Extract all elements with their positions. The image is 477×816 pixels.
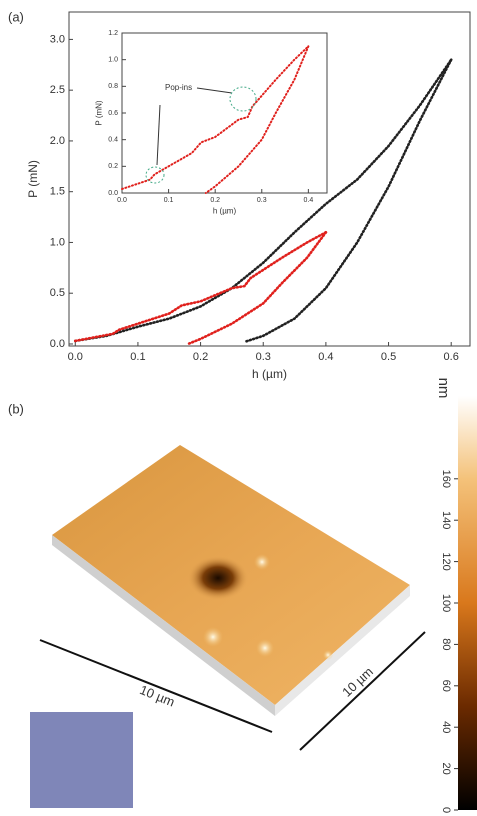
colorbar-tick-label: 140 <box>440 511 452 529</box>
y-tick-label: 2.0 <box>50 135 65 147</box>
colorbar-tick-label: 80 <box>440 638 452 650</box>
annotation: Pop-ins <box>165 83 192 92</box>
x-tick-label: 0.4 <box>318 351 333 363</box>
x-tick-label: 0.3 <box>256 351 271 363</box>
y-tick-label: 1.0 <box>50 236 65 248</box>
y-tick-label: 0.0 <box>108 190 118 197</box>
x-axis-title: h (µm) <box>252 367 287 381</box>
y-axis-title: P (mN) <box>26 160 40 198</box>
colorbar-tick-label: 100 <box>440 594 452 612</box>
y-axis-title: P (mN) <box>95 100 104 126</box>
x-tick-label: 0.5 <box>381 351 396 363</box>
figure: (a) (b) 10 µm 10 µm 0.0 0.1 0.2 0.3 0.4 0.5 0.… <box>0 0 477 816</box>
y-tick-label: 0.4 <box>108 137 118 144</box>
y-tick-label: 1.5 <box>50 186 65 198</box>
y-tick-label: 1.2 <box>108 30 118 37</box>
colorbar-tick-label: 120 <box>440 552 452 570</box>
y-tick-label: 0.2 <box>108 163 118 170</box>
colorbar-tick-label: 20 <box>440 762 452 774</box>
x-tick-label: 0.2 <box>210 197 220 204</box>
bump <box>256 639 274 657</box>
colorbar-tick-label: 60 <box>440 680 452 692</box>
panel-label: (a) <box>8 9 24 24</box>
y-tick-label: 2.5 <box>50 84 65 96</box>
bump <box>323 650 333 660</box>
x-tick-label: 0.6 <box>444 351 459 363</box>
y-tick-label: 1.0 <box>108 57 118 64</box>
colorbar-tick-label: 0 <box>440 807 452 813</box>
afm-image: 10 µm 10 µm <box>30 445 425 808</box>
optical-image <box>30 712 133 808</box>
x-tick-label: 0.2 <box>193 351 208 363</box>
y-tick-label: 0.6 <box>108 110 118 117</box>
bump <box>254 554 270 570</box>
y-tick-label: 0.0 <box>50 338 65 350</box>
x-tick-label: 0.0 <box>117 197 127 204</box>
x-tick-label: 0.0 <box>68 351 83 363</box>
x-axis-title: h (µm) <box>213 206 237 215</box>
colorbar-title: nm <box>435 378 452 399</box>
y-tick-label: 0.5 <box>50 287 65 299</box>
x-tick-label: 0.1 <box>130 351 145 363</box>
bump <box>203 627 223 647</box>
colorbar-tick-label: 40 <box>440 721 452 733</box>
panel-label: (b) <box>8 401 24 416</box>
x-tick-label: 0.4 <box>303 197 313 204</box>
colorbar-tick-label: 160 <box>440 470 452 488</box>
x-tick-label: 0.1 <box>164 197 174 204</box>
colorbar <box>458 396 477 810</box>
x-tick-label: 0.3 <box>257 197 267 204</box>
y-tick-label: 3.0 <box>50 33 65 45</box>
page: {"panel_labels": ["(a)", "(b)"], "chart_… <box>0 0 477 816</box>
y-tick-label: 0.8 <box>108 83 118 90</box>
indent <box>188 556 248 600</box>
